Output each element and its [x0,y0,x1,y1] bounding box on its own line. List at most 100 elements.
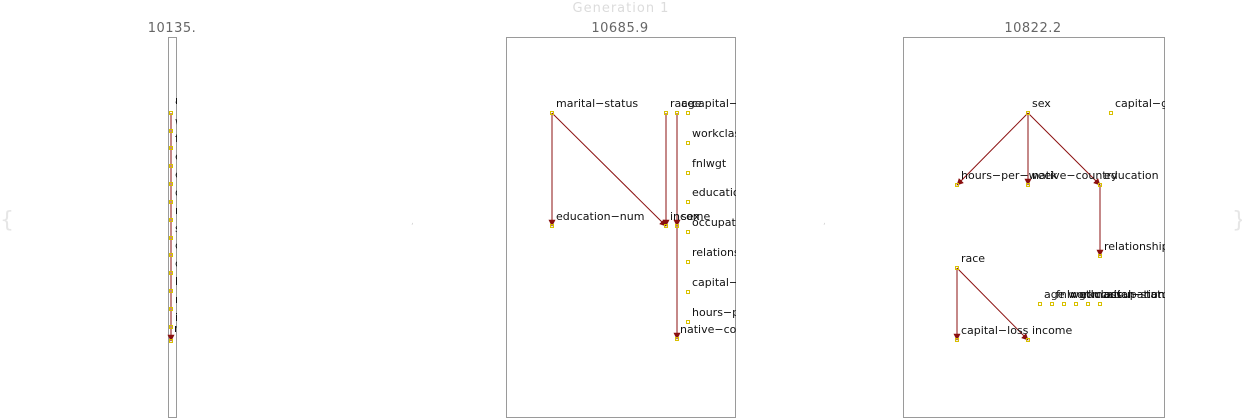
node-fnlwgt[interactable]: fnlwgt [686,157,727,175]
node-capital-gain[interactable]: capital−gain [1109,97,1185,115]
node-label: age [1044,288,1065,301]
node-income[interactable]: income [169,311,216,329]
node-hours-per-week[interactable]: hours−per−week [955,169,1059,187]
node-education-num[interactable]: education−num [169,168,264,186]
node-marker [686,290,690,294]
node-occupation[interactable]: occupation [1098,288,1165,306]
node-marker [169,253,173,257]
node-workclass[interactable]: workclass [169,115,230,133]
panel-2: 10685.9 marital−status education−num race i… [506,21,790,418]
node-marker [550,111,554,115]
node-relationship[interactable]: relationship [169,322,239,343]
node-hours-per-week[interactable]: hours−per−week [169,275,273,293]
node-label: education [692,186,747,199]
panel-3-nodes: sex capital−gain hours−per−weeknative−coun… [955,97,1185,342]
node-education[interactable]: education [686,186,747,204]
node-label: occupation [175,186,236,199]
node-native-country[interactable]: native−country [675,323,767,341]
node-occupation[interactable]: occupation [169,186,236,204]
node-label: hours−per−week [961,169,1058,182]
node-marker [686,141,690,145]
node-sex[interactable]: sex [169,222,195,240]
node-marker [955,266,959,270]
edge-race-to-income [956,267,1029,341]
node-label: native−country [680,323,766,336]
edge-sex-to-education [1027,112,1101,186]
node-capital-loss[interactable]: capital−loss [955,324,1029,342]
node-age[interactable]: age [1038,288,1065,306]
node-capital-gain[interactable]: capital−gain [686,97,762,115]
node-marker [1098,254,1102,258]
node-sex[interactable]: sex [675,210,701,228]
node-marker [550,224,554,228]
node-marital-status[interactable]: marital−status [1086,288,1175,306]
panel-2-edges [548,112,681,340]
node-workclass[interactable]: workclass [1062,288,1123,306]
node-label: age [681,97,702,110]
node-native-country[interactable]: native−country [169,293,262,311]
node-label: income [670,210,711,223]
node-marker [1026,338,1030,342]
right-brace-decoration: } [1232,208,1242,233]
node-age[interactable]: age [675,97,702,115]
node-label: race [961,252,985,265]
panel-3: 10822.2 sex capital−gain hours−per−weeknat… [903,21,1185,418]
panel-1-frame [168,37,177,418]
separator-mark-2: , [823,217,826,227]
node-marker [955,338,959,342]
node-marker [1086,302,1090,306]
node-income[interactable]: income [1026,324,1073,342]
node-label: capital−gain [692,97,762,110]
node-label: hours−per−week [175,275,272,288]
node-label: fnlwgt [175,132,210,145]
node-marital-status[interactable]: marital−status [169,94,258,115]
node-race[interactable]: race [955,252,986,270]
node-label: capital−gain [1115,97,1185,110]
node-marker [675,337,679,341]
node-hours-per-week[interactable]: hours−per−week [686,306,790,324]
node-label: occupation [1104,288,1165,301]
node-marker [169,182,173,186]
node-fnlwgt[interactable]: fnlwgt [169,132,210,150]
node-education[interactable]: education [1098,169,1159,187]
node-education[interactable]: education [169,150,230,168]
node-label: race [175,204,199,217]
node-marker [686,200,690,204]
node-relationship[interactable]: relationship [686,246,757,264]
node-native-country[interactable]: native−country [1026,169,1119,187]
node-capital-loss[interactable]: capital−loss [169,257,243,275]
node-marker [1026,183,1030,187]
node-race[interactable]: race [664,97,695,115]
panel-2-nodes: marital−status education−num race income age… [550,97,790,341]
node-education-num[interactable]: education−num [1074,288,1169,306]
node-capital-gain[interactable]: capital−gain [169,239,245,257]
node-label: income [175,311,216,324]
node-label: sex [681,210,700,223]
node-workclass[interactable]: workclass [686,127,747,145]
node-label: education [175,150,230,163]
node-label: workclass [1068,288,1122,301]
node-occupation[interactable]: occupation [686,216,753,234]
node-race[interactable]: race [169,204,200,222]
node-age[interactable]: age [169,94,196,115]
node-fnlwgt[interactable]: fnlwgt [1050,288,1091,306]
node-marker [1098,302,1102,306]
node-marker [169,325,173,329]
node-label: capital−loss [961,324,1029,337]
panel-3-edges [953,112,1104,341]
node-label: sex [1032,97,1051,110]
node-label: race [670,97,694,110]
node-marker [686,320,690,324]
node-education-num[interactable]: education−num [550,210,645,228]
node-sex[interactable]: sex [1026,97,1052,115]
panel-1-score: 10135. [148,21,197,36]
node-marital-status[interactable]: marital−status [550,97,639,115]
node-label: marital−status [1092,288,1174,301]
node-capital-loss[interactable]: capital−loss [686,276,760,294]
node-marker [686,111,690,115]
node-relationship[interactable]: relationship [1098,240,1169,258]
node-income[interactable]: income [664,210,711,228]
node-marker [664,111,668,115]
node-label: capital−loss [175,257,243,270]
node-label: native−country [1032,169,1118,182]
